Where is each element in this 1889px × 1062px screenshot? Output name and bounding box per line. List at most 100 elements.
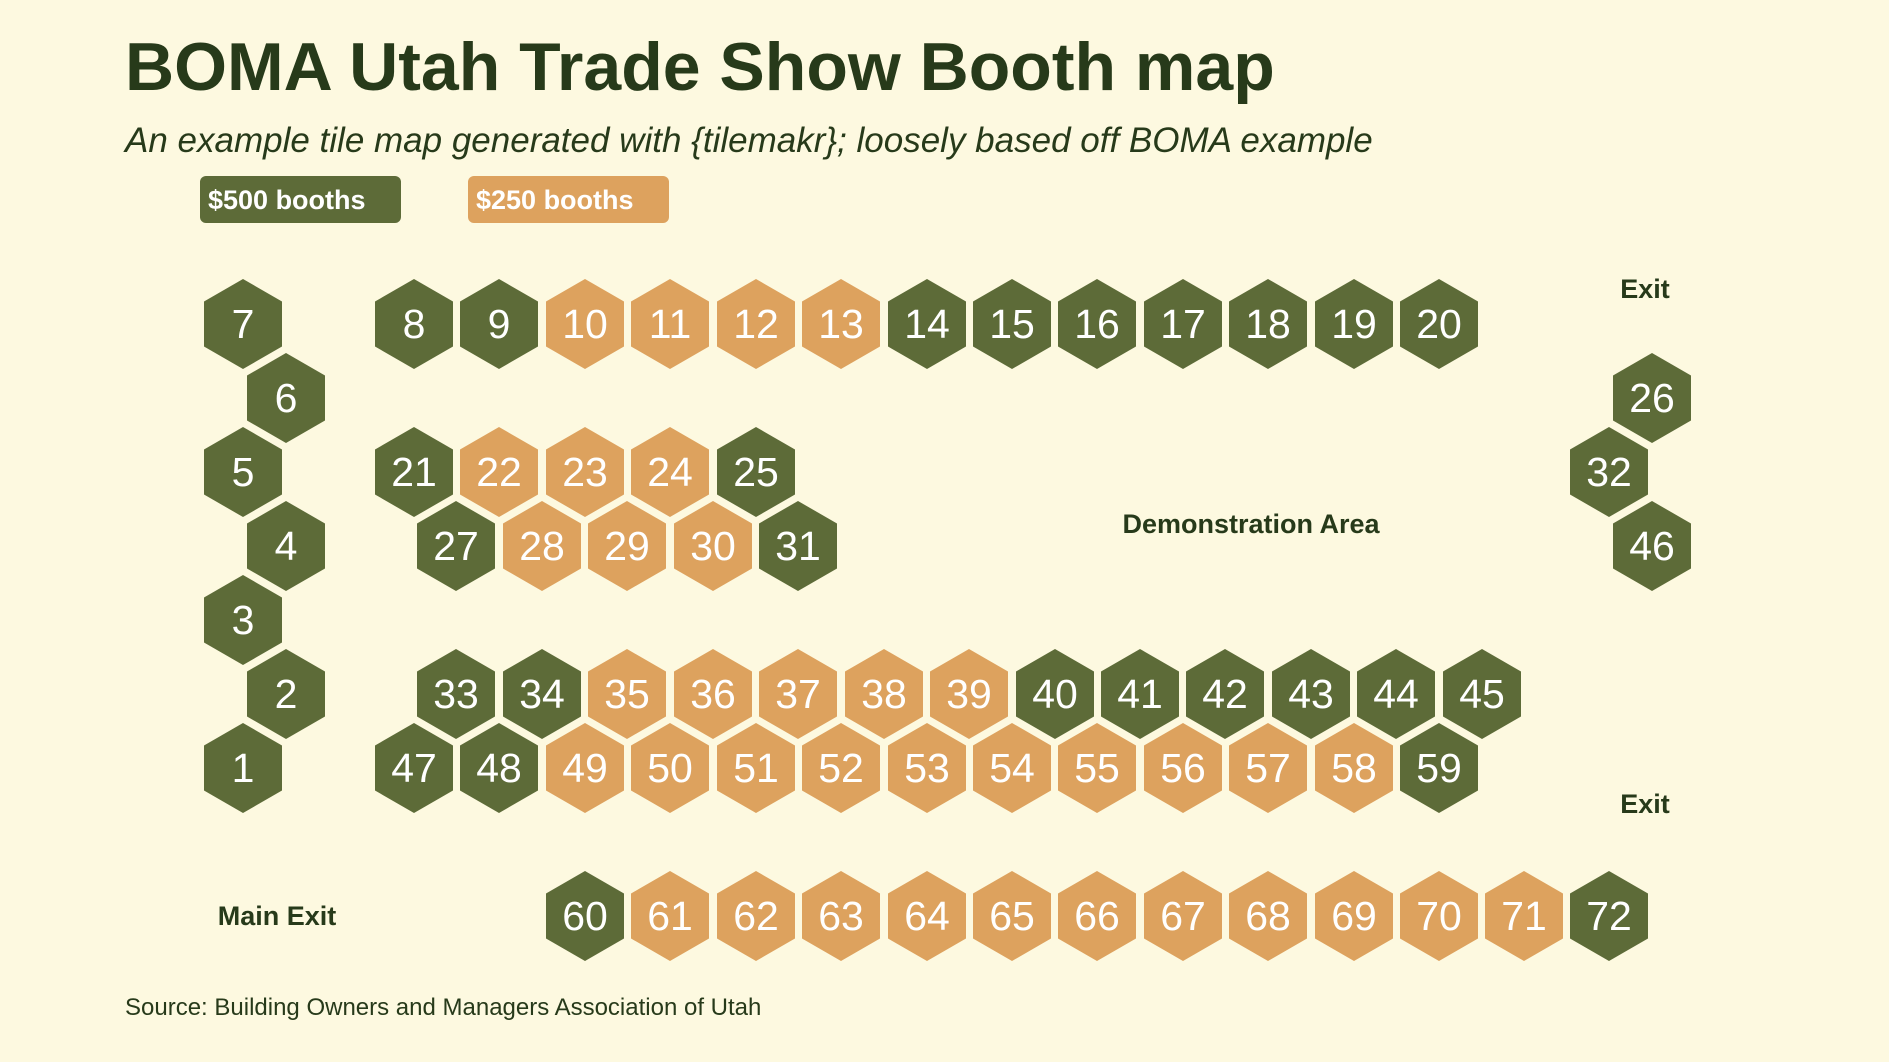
booth-number: 8 <box>403 301 426 347</box>
booth-58: 58 <box>1315 723 1393 813</box>
booth-32: 32 <box>1570 427 1648 517</box>
booth-hex <box>1400 279 1478 369</box>
booth-hex <box>1058 871 1136 961</box>
booth-hex <box>588 501 666 591</box>
booth-33: 33 <box>417 649 495 739</box>
booth-21: 21 <box>375 427 453 517</box>
booth-number: 41 <box>1117 671 1163 717</box>
booth-number: 2 <box>275 671 298 717</box>
booth-number: 17 <box>1160 301 1206 347</box>
booth-1: 1 <box>204 723 282 813</box>
booth-hex <box>674 501 752 591</box>
booth-hex <box>1357 649 1435 739</box>
booth-69: 69 <box>1315 871 1393 961</box>
booth-hex <box>503 501 581 591</box>
booth-72: 72 <box>1570 871 1648 961</box>
booth-number: 53 <box>904 745 950 791</box>
legend-label-standard: $250 booths <box>476 185 634 215</box>
booth-hex <box>546 427 624 517</box>
booth-number: 19 <box>1331 301 1377 347</box>
booth-hex <box>417 501 495 591</box>
booth-23: 23 <box>546 427 624 517</box>
booth-number: 49 <box>562 745 608 791</box>
booth-57: 57 <box>1229 723 1307 813</box>
booth-number: 52 <box>818 745 864 791</box>
legend-item-standard: $250 booths <box>468 176 669 223</box>
booth-49: 49 <box>546 723 624 813</box>
demonstration-area-label: Demonstration Area <box>1122 509 1380 539</box>
booth-number: 54 <box>989 745 1035 791</box>
booth-7: 7 <box>204 279 282 369</box>
booth-hex <box>717 427 795 517</box>
booth-hex <box>375 723 453 813</box>
booth-22: 22 <box>460 427 538 517</box>
booth-29: 29 <box>588 501 666 591</box>
booth-number: 45 <box>1459 671 1505 717</box>
booth-59: 59 <box>1400 723 1478 813</box>
booth-number: 21 <box>391 449 437 495</box>
booth-hex <box>375 279 453 369</box>
booth-number: 67 <box>1160 893 1206 939</box>
booth-number: 20 <box>1416 301 1462 347</box>
booth-67: 67 <box>1144 871 1222 961</box>
booth-number: 37 <box>775 671 821 717</box>
booth-number: 33 <box>433 671 479 717</box>
booth-43: 43 <box>1272 649 1350 739</box>
booth-number: 55 <box>1074 745 1120 791</box>
booth-3: 3 <box>204 575 282 665</box>
booth-number: 50 <box>647 745 693 791</box>
booth-number: 70 <box>1416 893 1462 939</box>
booth-4: 4 <box>247 501 325 591</box>
booth-number: 51 <box>733 745 779 791</box>
booth-38: 38 <box>845 649 923 739</box>
booth-hex <box>631 427 709 517</box>
booth-46: 46 <box>1613 501 1691 591</box>
booth-11: 11 <box>631 279 709 369</box>
booth-71: 71 <box>1485 871 1563 961</box>
booth-hex <box>1570 427 1648 517</box>
booth-number: 65 <box>989 893 1035 939</box>
booth-50: 50 <box>631 723 709 813</box>
booth-63: 63 <box>802 871 880 961</box>
booth-16: 16 <box>1058 279 1136 369</box>
booth-51: 51 <box>717 723 795 813</box>
booth-hex <box>759 501 837 591</box>
booth-56: 56 <box>1144 723 1222 813</box>
booth-hex <box>1016 649 1094 739</box>
booth-34: 34 <box>503 649 581 739</box>
booth-hex <box>460 427 538 517</box>
booth-hex <box>1229 871 1307 961</box>
booth-number: 61 <box>647 893 693 939</box>
booth-10: 10 <box>546 279 624 369</box>
booth-hex <box>717 871 795 961</box>
booth-hex <box>674 649 752 739</box>
booth-number: 60 <box>562 893 608 939</box>
booth-8: 8 <box>375 279 453 369</box>
booth-hex <box>1144 723 1222 813</box>
booth-28: 28 <box>503 501 581 591</box>
booth-hex <box>717 279 795 369</box>
booth-number: 13 <box>818 301 864 347</box>
legend-swatch-premium <box>200 176 401 223</box>
booth-number: 48 <box>476 745 522 791</box>
booth-hex <box>717 723 795 813</box>
booth-hex <box>1613 353 1691 443</box>
booth-hex <box>546 723 624 813</box>
booth-13: 13 <box>802 279 880 369</box>
booth-number: 46 <box>1629 523 1675 569</box>
booth-number: 18 <box>1245 301 1291 347</box>
booth-25: 25 <box>717 427 795 517</box>
booth-hex <box>546 279 624 369</box>
booth-hex <box>973 723 1051 813</box>
booth-number: 10 <box>562 301 608 347</box>
booth-hex <box>417 649 495 739</box>
booth-number: 43 <box>1288 671 1334 717</box>
booth-65: 65 <box>973 871 1051 961</box>
booth-hex <box>204 279 282 369</box>
booth-27: 27 <box>417 501 495 591</box>
booth-number: 1 <box>232 745 255 791</box>
booth-hex <box>802 723 880 813</box>
booth-number: 12 <box>733 301 779 347</box>
booth-hex <box>631 871 709 961</box>
